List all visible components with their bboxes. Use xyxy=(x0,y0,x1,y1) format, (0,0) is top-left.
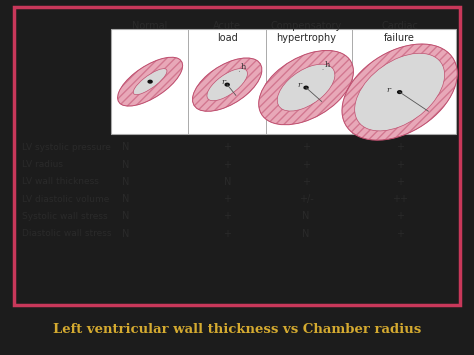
Text: LV wall thickness: LV wall thickness xyxy=(22,178,99,186)
Text: +: + xyxy=(396,212,404,222)
Text: r: r xyxy=(221,78,226,86)
Text: N: N xyxy=(122,142,129,152)
Text: h: h xyxy=(241,62,246,71)
Text: +: + xyxy=(223,159,231,170)
Text: +: + xyxy=(396,159,404,170)
Text: +: + xyxy=(396,177,404,187)
Circle shape xyxy=(304,86,308,89)
Circle shape xyxy=(148,80,152,83)
Text: +: + xyxy=(302,177,310,187)
Text: N: N xyxy=(122,194,129,204)
Text: N: N xyxy=(122,212,129,222)
Ellipse shape xyxy=(207,69,247,101)
Text: N: N xyxy=(302,212,310,222)
Text: +: + xyxy=(302,142,310,152)
Ellipse shape xyxy=(259,50,354,125)
Ellipse shape xyxy=(277,64,335,111)
Text: Systolic wall stress: Systolic wall stress xyxy=(22,212,108,221)
Text: h: h xyxy=(325,61,330,69)
Ellipse shape xyxy=(192,58,262,111)
Text: Acute
load: Acute load xyxy=(213,21,241,43)
Text: +/-: +/- xyxy=(299,194,313,204)
Text: r: r xyxy=(387,86,391,94)
Text: +: + xyxy=(223,194,231,204)
Ellipse shape xyxy=(342,44,457,140)
Text: +: + xyxy=(396,229,404,239)
Text: ++: ++ xyxy=(392,194,408,204)
Text: +: + xyxy=(223,229,231,239)
Circle shape xyxy=(398,91,401,93)
Text: LV radius: LV radius xyxy=(22,160,63,169)
Text: LV systolic pressure: LV systolic pressure xyxy=(22,143,111,152)
Text: Normal: Normal xyxy=(132,21,168,31)
Text: N: N xyxy=(122,177,129,187)
Circle shape xyxy=(225,83,229,86)
Text: N: N xyxy=(122,159,129,170)
Text: Left ventricular wall thickness vs Chamber radius: Left ventricular wall thickness vs Chamb… xyxy=(53,323,421,336)
Text: N: N xyxy=(122,229,129,239)
Text: N: N xyxy=(302,229,310,239)
Text: LV diastolic volume: LV diastolic volume xyxy=(22,195,109,204)
Bar xyxy=(111,29,456,134)
Text: Cardiac
failure: Cardiac failure xyxy=(381,21,418,43)
Text: N: N xyxy=(224,177,231,187)
Text: Compensatory
hypertrophy: Compensatory hypertrophy xyxy=(271,21,342,43)
Text: r: r xyxy=(298,81,302,89)
Text: +: + xyxy=(302,159,310,170)
Text: +: + xyxy=(223,142,231,152)
Ellipse shape xyxy=(355,53,445,131)
Text: +: + xyxy=(396,142,404,152)
Ellipse shape xyxy=(118,57,182,106)
Ellipse shape xyxy=(133,69,167,95)
Text: Diastolic wall stress: Diastolic wall stress xyxy=(22,229,112,238)
Text: +: + xyxy=(223,212,231,222)
